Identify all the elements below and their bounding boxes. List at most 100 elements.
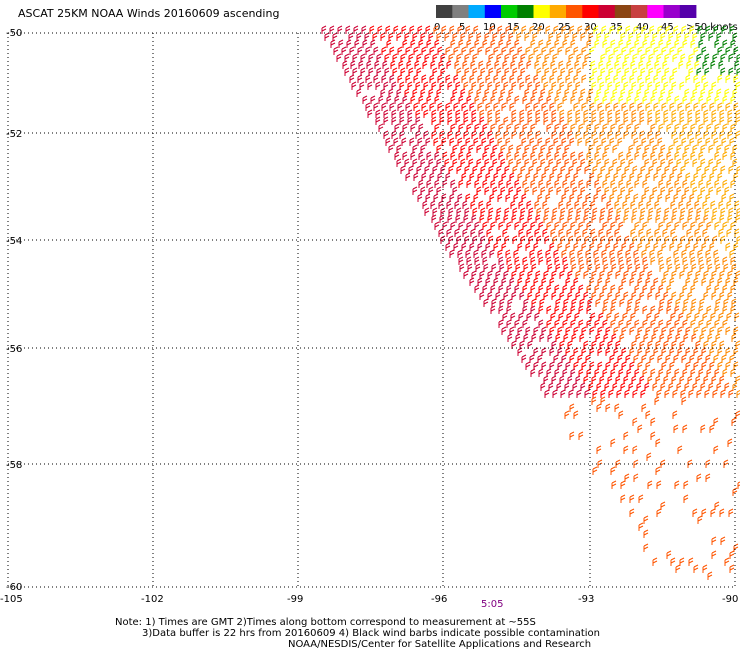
wind-barb <box>621 242 627 251</box>
wind-barb <box>700 88 706 97</box>
wind-barb <box>490 305 496 314</box>
wind-barb <box>412 144 418 153</box>
wind-barb <box>484 144 490 153</box>
wind-barb <box>489 249 495 258</box>
wind-barb <box>716 32 722 41</box>
wind-barb <box>473 249 479 258</box>
wind-barb <box>712 389 718 398</box>
wind-barb <box>456 53 462 62</box>
wind-barb <box>455 130 461 139</box>
wind-barb <box>582 60 588 69</box>
wind-barb <box>646 200 652 209</box>
wind-barb <box>719 109 725 118</box>
wind-barb <box>670 557 676 566</box>
wind-barb <box>554 151 560 160</box>
wind-barb <box>591 291 597 300</box>
wind-barb <box>573 74 579 83</box>
wind-barb <box>681 396 687 405</box>
wind-barb <box>569 25 575 34</box>
wind-barb <box>457 249 463 258</box>
wind-barb <box>677 326 683 335</box>
wind-barb <box>624 389 630 398</box>
wind-barb <box>434 221 440 230</box>
wind-barb <box>621 102 627 111</box>
wind-barb <box>506 39 512 48</box>
wind-barb <box>512 235 518 244</box>
wind-barb <box>725 242 731 251</box>
wind-barb <box>569 354 575 363</box>
wind-barb <box>341 46 347 55</box>
wind-barb <box>482 39 488 48</box>
wind-barb <box>474 284 480 293</box>
wind-barb <box>561 249 567 258</box>
wind-barb <box>596 403 602 412</box>
wind-barb <box>724 382 730 391</box>
wind-barb <box>605 102 611 111</box>
wind-barb <box>713 445 719 454</box>
wind-barb <box>614 200 620 209</box>
wind-barb <box>660 382 666 391</box>
wind-barb <box>652 557 658 566</box>
wind-barb <box>476 32 482 41</box>
wind-barb <box>467 263 473 272</box>
wind-barb <box>593 137 599 146</box>
wind-barb <box>546 256 552 265</box>
wind-barb <box>581 347 587 356</box>
wind-barb <box>702 312 708 321</box>
wind-barb <box>575 291 581 300</box>
wind-barb <box>645 46 651 55</box>
wind-barb <box>581 326 587 335</box>
wind-barb <box>516 32 522 41</box>
wind-barb <box>707 333 713 342</box>
wind-barb <box>706 179 712 188</box>
wind-barb <box>436 158 442 167</box>
wind-barb <box>684 88 690 97</box>
wind-barb <box>699 298 705 307</box>
wind-barb <box>510 312 516 321</box>
wind-barb <box>514 95 520 104</box>
wind-barb <box>450 151 456 160</box>
wind-barb <box>602 221 608 230</box>
wind-barb <box>396 144 402 153</box>
wind-barb <box>483 263 489 272</box>
wind-barb <box>501 102 507 111</box>
wind-barb <box>629 508 635 517</box>
wind-barb <box>589 102 595 111</box>
wind-barb <box>567 270 573 279</box>
wind-barb <box>653 347 659 356</box>
wind-barb <box>583 270 589 279</box>
wind-barb <box>506 95 512 104</box>
wind-barb <box>368 53 374 62</box>
wind-barb <box>700 382 706 391</box>
wind-barb <box>401 25 407 34</box>
wind-barb <box>535 214 541 223</box>
wind-barb <box>628 144 634 153</box>
wind-barb <box>461 102 467 111</box>
wind-barb <box>477 74 483 83</box>
wind-barb <box>730 39 736 48</box>
wind-barb <box>598 312 604 321</box>
wind-barb <box>463 270 469 279</box>
wind-barb <box>614 312 620 321</box>
wind-barb <box>517 326 523 335</box>
wind-barb <box>563 263 569 272</box>
wind-barb <box>711 116 717 125</box>
wind-barb <box>517 46 523 55</box>
wind-barb <box>596 88 602 97</box>
wind-barb <box>527 270 533 279</box>
wind-barb <box>601 137 607 146</box>
wind-barb <box>626 39 632 48</box>
wind-barb <box>447 214 453 223</box>
wind-barb <box>593 249 599 258</box>
wind-barb <box>338 39 344 48</box>
wind-barb <box>554 319 560 328</box>
wind-barb <box>679 270 685 279</box>
wind-barb <box>564 32 570 41</box>
wind-barb <box>701 326 707 335</box>
wind-barb <box>438 60 444 69</box>
wind-barb <box>630 60 636 69</box>
wind-barb <box>546 221 552 230</box>
wind-barb <box>578 256 584 265</box>
wind-barb <box>603 298 609 307</box>
wind-barb <box>554 256 560 265</box>
